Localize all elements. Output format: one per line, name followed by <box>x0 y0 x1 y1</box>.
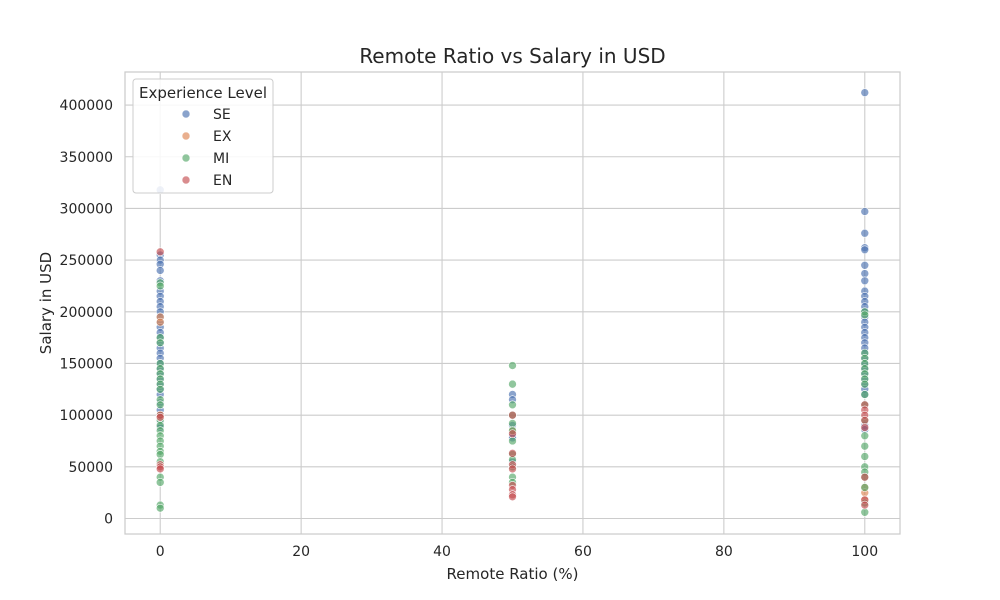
data-point-mi <box>860 379 870 389</box>
data-point-en <box>508 410 517 420</box>
data-point-mi <box>860 441 870 451</box>
data-point-mi <box>860 431 870 441</box>
data-point-mi <box>508 379 517 389</box>
chart-title: Remote Ratio vs Salary in USD <box>359 44 665 68</box>
data-point-en <box>860 423 870 432</box>
legend-label-mi: MI <box>213 151 229 167</box>
y-tick-label: 400000 <box>60 98 113 114</box>
legend-marker-mi <box>181 153 191 163</box>
y-tick-label: 0 <box>104 511 113 527</box>
data-point-en <box>155 412 165 422</box>
y-tick-label: 200000 <box>60 305 113 321</box>
data-point-se <box>860 260 870 270</box>
x-tick-label: 20 <box>292 544 310 560</box>
data-point-mi <box>155 338 165 348</box>
legend-label-se: SE <box>213 107 231 123</box>
data-point-mi <box>860 390 870 399</box>
y-tick-label: 100000 <box>60 408 113 424</box>
data-point-mi <box>155 503 165 513</box>
data-point-se <box>860 245 870 255</box>
data-point-se <box>860 269 870 278</box>
y-tick-label: 50000 <box>68 460 113 476</box>
data-point-en <box>860 416 870 425</box>
y-tick-label: 250000 <box>60 253 113 269</box>
data-point-mi <box>155 478 165 487</box>
data-point-en <box>508 492 517 502</box>
data-point-mi <box>860 483 870 492</box>
data-point-se <box>860 228 870 238</box>
x-tick-label: 0 <box>156 544 165 560</box>
x-axis-title: Remote Ratio (%) <box>447 565 579 583</box>
legend-marker-se <box>181 109 191 119</box>
data-point-en <box>860 472 870 482</box>
y-tick-label: 300000 <box>60 201 113 217</box>
data-point-mi <box>508 419 517 428</box>
x-tick-label: 80 <box>715 544 733 560</box>
tick-labels: 0 20 40 60 80 100 0 50000 100000 150000 200000 2500… <box>60 98 879 560</box>
legend-items: SE EX MI EN <box>181 107 232 189</box>
legend-title: Experience Level <box>139 84 267 102</box>
data-point-en <box>155 247 165 257</box>
data-point-se <box>860 207 870 216</box>
y-tick-label: 150000 <box>60 356 113 372</box>
data-point-en <box>508 449 517 458</box>
data-point-mi <box>508 436 517 446</box>
legend: Experience Level SE EX MI EN <box>132 78 274 194</box>
x-tick-label: 60 <box>574 544 592 560</box>
legend-label-en: EN <box>213 173 232 189</box>
data-point-mi <box>155 281 165 291</box>
data-point-mi <box>155 400 165 410</box>
data-point-se <box>155 266 165 275</box>
data-point-en <box>508 429 517 439</box>
plot-frame <box>124 71 901 535</box>
x-tick-label: 40 <box>433 544 451 560</box>
data-point-mi <box>155 450 165 459</box>
legend-marker-ex <box>181 131 191 141</box>
data-point-en <box>155 464 165 474</box>
data-point-mi <box>508 400 517 410</box>
legend-box <box>132 78 274 194</box>
legend-label-ex: EX <box>213 129 232 145</box>
data-point-en <box>860 500 870 510</box>
data-point-se <box>860 276 870 286</box>
data-point-ex <box>155 317 165 327</box>
legend-marker-en <box>181 175 191 185</box>
data-point-mi <box>860 310 870 320</box>
data-point-mi <box>860 507 870 517</box>
data-point-mi <box>155 385 165 394</box>
data-point-se <box>860 88 870 97</box>
x-tick-label: 100 <box>851 544 878 560</box>
y-tick-label: 350000 <box>60 150 113 166</box>
data-point-mi <box>508 361 517 370</box>
data-point-en <box>508 464 517 474</box>
data-points <box>155 88 870 517</box>
data-point-mi <box>860 452 870 461</box>
y-axis-title: Salary in USD <box>37 252 55 354</box>
